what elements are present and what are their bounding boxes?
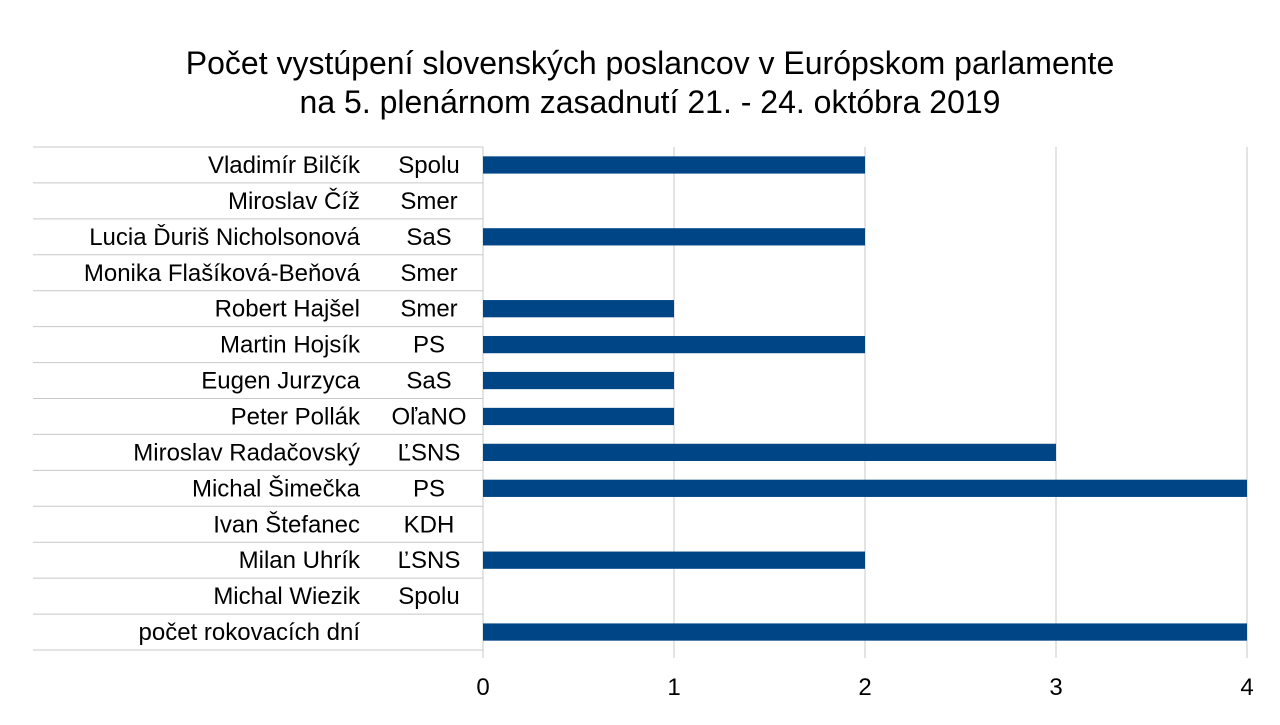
category-rows: Vladimír Bilčík Spolu Miroslav Číž Smer Luci…: [33, 146, 483, 651]
category-label-name: Monika Flašíková-Beňová: [84, 260, 361, 287]
category-label-party: Smer: [400, 296, 457, 323]
category-label-party: PS: [413, 332, 445, 359]
category-label-name: Milan Uhrík: [239, 547, 361, 574]
category-label-name: Lucia Ďuriš Nicholsonová: [89, 224, 360, 251]
category-label-name: Martin Hojsík: [220, 332, 361, 359]
category-label-name: Michal Šimečka: [192, 474, 361, 502]
category-label-name: Miroslav Radačovský: [133, 439, 360, 466]
category-label-party: Spolu: [398, 583, 459, 610]
category-label-party: Spolu: [398, 152, 459, 179]
bar: [483, 335, 865, 354]
category-label-party: Smer: [400, 188, 457, 215]
category-label-name: Michal Wiezik: [213, 583, 361, 610]
category-label-party: Smer: [400, 260, 457, 287]
category-label-party: OľaNO: [391, 403, 466, 430]
category-label-party: ĽSNS: [398, 547, 461, 574]
bar: [483, 300, 674, 318]
x-tick-label: 3: [1049, 674, 1062, 701]
bar: [483, 551, 865, 569]
bar: [483, 443, 1056, 462]
chart-subtitle: na 5. plenárnom zasadnutí 21. - 24. októ…: [300, 84, 1001, 120]
category-label-name: Vladimír Bilčík: [208, 152, 361, 179]
category-label-party: KDH: [404, 511, 455, 538]
category-label-party: ĽSNS: [398, 439, 461, 466]
category-label-name: Robert Hajšel: [215, 296, 360, 323]
category-label-name: Peter Pollák: [231, 403, 361, 430]
x-tick-label: 0: [476, 674, 489, 701]
bar: [483, 479, 1247, 497]
x-tick-label: 2: [858, 674, 871, 701]
category-label-name: Eugen Jurzyca: [201, 368, 360, 395]
bar: [483, 623, 1247, 641]
bar: [483, 228, 865, 246]
bar: [483, 407, 674, 426]
category-label-party: PS: [413, 475, 445, 502]
category-label-party: SaS: [406, 224, 451, 251]
x-tick-label: 4: [1240, 674, 1253, 701]
chart-title: Počet vystúpení slovenských poslancov v …: [186, 45, 1114, 81]
bar: [483, 156, 865, 174]
category-label-name: počet rokovacích dní: [139, 619, 361, 646]
category-label-name: Miroslav Číž: [228, 187, 360, 215]
bar: [483, 371, 674, 390]
bars: [483, 156, 1247, 641]
category-label-name: Ivan Štefanec: [213, 510, 360, 538]
grid-lines: [482, 147, 1248, 658]
x-axis-ticks: 0 1 2 3 4: [476, 674, 1253, 701]
category-label-party: SaS: [406, 368, 451, 395]
x-tick-label: 1: [667, 674, 680, 701]
